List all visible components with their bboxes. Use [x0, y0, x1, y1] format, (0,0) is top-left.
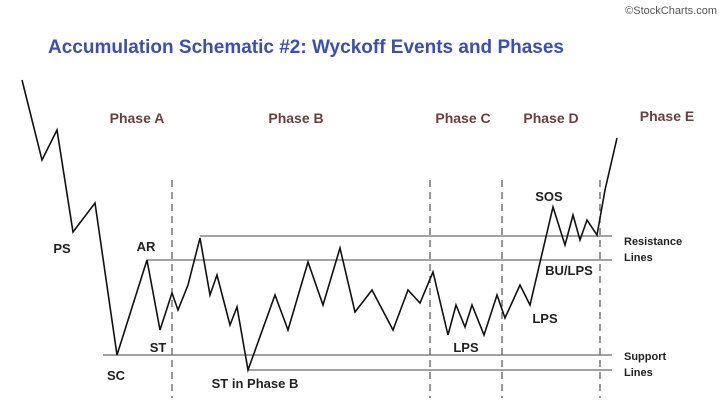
phase-label: Phase D: [523, 110, 578, 126]
event-label: ST in Phase B: [212, 376, 299, 391]
event-label: SOS: [535, 189, 563, 204]
event-label: LPS: [532, 311, 558, 326]
price-path: [21, 79, 618, 374]
phase-label: Phase B: [268, 110, 323, 126]
phase-label: Phase C: [435, 110, 490, 126]
line-label: Lines: [624, 367, 653, 379]
line-label: Lines: [624, 252, 653, 264]
event-label: LPS: [453, 340, 479, 355]
event-label: ST: [150, 340, 167, 355]
phase-label: Phase A: [110, 110, 165, 126]
line-label: Support: [624, 351, 666, 363]
line-label: Resistance: [624, 236, 682, 248]
event-label: BU/LPS: [545, 263, 593, 278]
title: Accumulation Schematic #2: Wyckoff Event…: [48, 37, 564, 58]
watermark: ©StockCharts.com: [625, 5, 717, 17]
phase-label: Phase E: [640, 108, 694, 124]
levels: [103, 235, 612, 371]
event-label: SC: [107, 368, 126, 383]
event-label: AR: [137, 239, 156, 254]
event-label: PS: [53, 241, 71, 256]
phase-dividers: [171, 180, 601, 398]
